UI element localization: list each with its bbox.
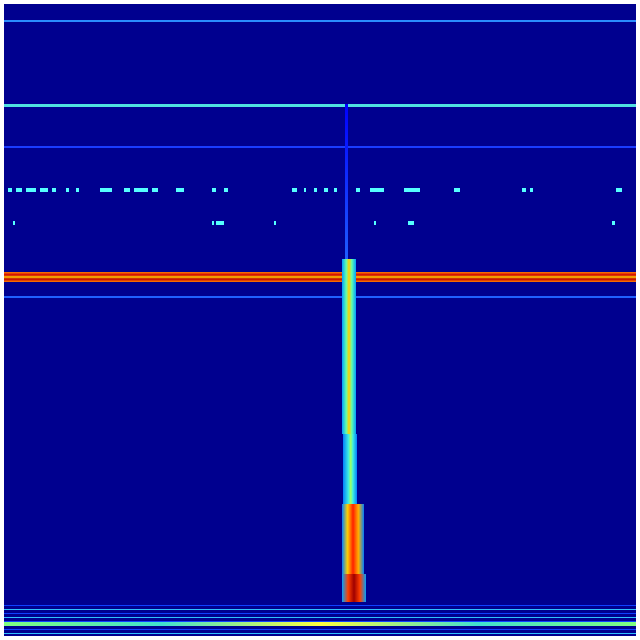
band-dot [404,188,420,192]
signal-plume [343,434,357,504]
band-dot [212,221,214,225]
band-dot [124,188,130,192]
band-dot [612,221,615,225]
band-dot [16,188,22,192]
band-dot [134,188,148,192]
band-line [4,296,636,298]
band-dot [224,188,228,192]
band-dot [324,188,328,192]
band-dot [100,188,112,192]
band-dot [374,221,376,225]
band-line [4,146,636,148]
band-dot [152,188,158,192]
band-dot [66,188,69,192]
band-line [4,104,636,107]
band-dot [616,188,622,192]
band-dot [314,188,317,192]
noise-floor [4,602,636,636]
band-dot [334,188,337,192]
band-dot [26,188,36,192]
band-dot [304,188,306,192]
band-dot [522,188,526,192]
band-dot [356,188,360,192]
band-dot [76,188,79,192]
band-dot [274,221,276,225]
signal-plume [342,259,356,434]
band-dot [408,221,414,225]
band-dot [216,221,224,225]
band-dot [8,188,12,192]
band-dot [530,188,533,192]
band-dot [212,188,216,192]
noise-floor-band [4,622,636,626]
band-dot [40,188,48,192]
band-dot [370,188,384,192]
band-dot [454,188,460,192]
band-dot [176,188,184,192]
band-dot [13,221,15,225]
band-dot [292,188,297,192]
strong-band [4,272,636,282]
signal-plume [345,104,348,264]
band-line [4,20,636,22]
band-dot [52,188,56,192]
spectrogram-field [4,4,636,636]
